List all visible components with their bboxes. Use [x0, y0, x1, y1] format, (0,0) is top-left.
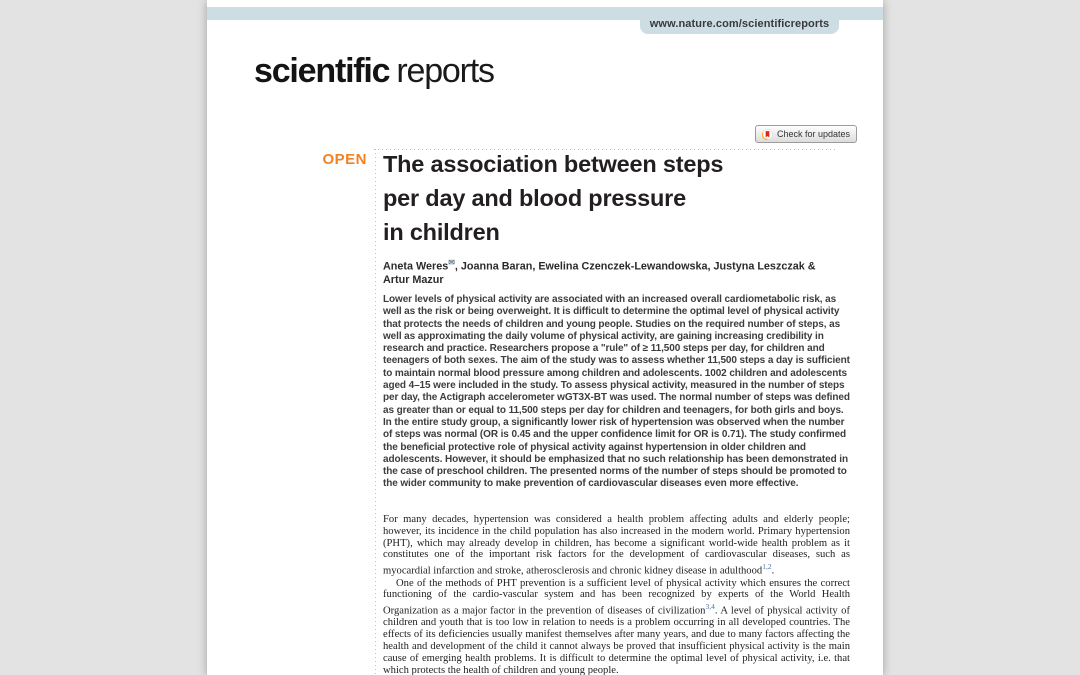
author-list: Aneta Weres✉, Joanna Baran, Ewelina Czen…: [383, 256, 850, 287]
journal-url-text: www.nature.com/scientificreports: [649, 18, 830, 30]
article-title: The association between steps per day an…: [383, 147, 850, 249]
corresponding-author: Aneta Weres: [383, 260, 449, 273]
body-paragraph-text: One of the methods of PHT prevention is …: [383, 577, 850, 617]
vertical-dotted-rule: [375, 149, 376, 675]
body-paragraph-text: . A level of physical activity of childr…: [383, 605, 850, 675]
body-paragraph: One of the methods of PHT prevention is …: [383, 578, 850, 675]
article-body: For many decades, hypertension was consi…: [383, 514, 850, 675]
body-paragraph: For many decades, hypertension was consi…: [383, 514, 850, 578]
body-paragraph-text: For many decades, hypertension was consi…: [383, 514, 850, 577]
journal-url-tab: www.nature.com/scientificreports: [640, 7, 839, 34]
citation-link[interactable]: 1,2: [762, 562, 772, 572]
paper-page: www.nature.com/scientificreports scienti…: [207, 0, 883, 675]
article-title-line: in children: [383, 219, 500, 245]
crossmark-icon: [762, 128, 773, 140]
open-access-label: OPEN: [322, 151, 367, 168]
check-for-updates-button[interactable]: Check for updates: [755, 125, 858, 143]
body-paragraph-text: .: [771, 565, 775, 577]
abstract-paragraph: Lower levels of physical activity are as…: [383, 294, 850, 490]
citation-link[interactable]: 3,4: [705, 602, 715, 612]
journal-logo-light: reports: [396, 52, 495, 90]
article-title-line: The association between steps: [383, 151, 724, 177]
journal-logo-bold: scientific: [254, 52, 391, 90]
article-title-line: per day and blood pressure: [383, 185, 686, 211]
author-names: Artur Mazur: [383, 273, 444, 286]
author-names: , Joanna Baran, Ewelina Czenczek-Lewando…: [454, 260, 816, 273]
corresponding-author-email-icon[interactable]: ✉: [448, 258, 455, 267]
check-for-updates-label: Check for updates: [777, 129, 851, 139]
horizontal-dotted-rule: [374, 149, 838, 151]
journal-logo: scientific reports: [254, 52, 495, 91]
